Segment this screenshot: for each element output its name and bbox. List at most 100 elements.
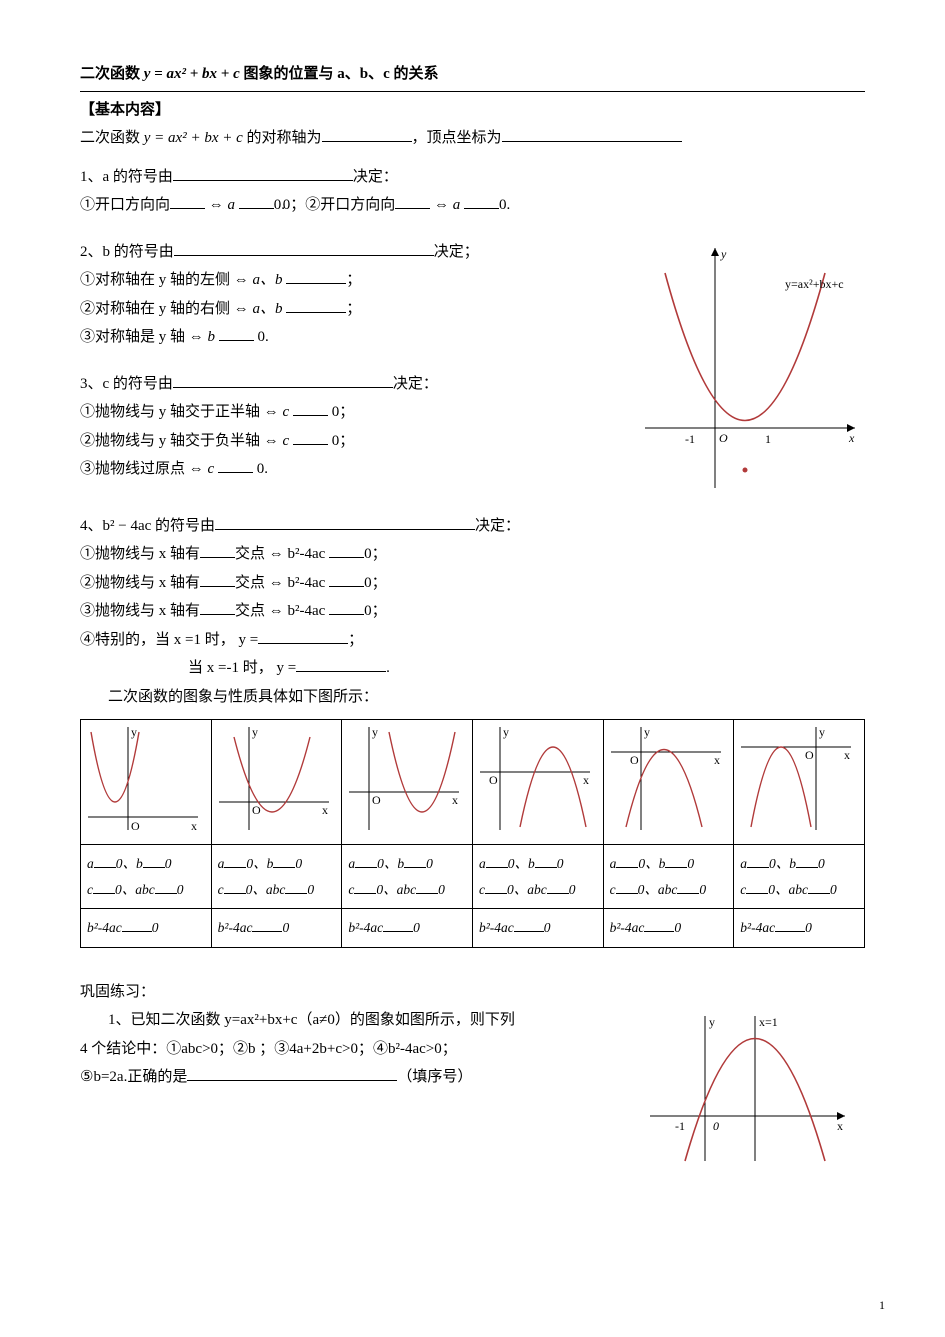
q1-a1: a [228,197,236,213]
summary-row-1: a0、b0c0、abc0 a0、b0c0、abc0 a0、b0c0、abc0 a… [81,845,865,909]
q2-tail: 决定； [434,244,479,260]
mg6-o: O [805,748,814,762]
mini-graph-5: y x O [606,722,726,837]
iff-icon-11 [265,603,288,619]
q4-4: ④特别的，当 x =1 时， y = ； [80,626,865,655]
q1-tail: 决定： [353,169,398,185]
q3-blank [173,372,393,388]
q2-1-text: ①对称轴在 y 轴的左侧 [80,272,230,288]
mini-graph-4: y x O [475,722,595,837]
graph-cell-5: y x O [603,720,734,845]
q2-3-text: ③对称轴是 y 轴 [80,329,185,345]
cell-r2-5: b²-4ac0 [603,909,734,948]
q4-2: ②抛物线与 x 轴有交点 b²-4ac 0； [80,569,865,598]
mg6-x: x [844,748,850,762]
q4-1-zero: 0； [364,546,387,562]
q2-2: ②对称轴在 y 轴的右侧a、b ； [80,295,635,324]
graph-cell-2: y x O [211,720,342,845]
q3-3-text: ③抛物线过原点 [80,461,185,477]
mg3-y: y [372,725,378,739]
q4-2-zero: 0； [364,575,387,591]
q2-3: ③对称轴是 y 轴b 0. [80,323,635,352]
q1-line1: ①开口方向向 a 0. 0；②开口方向向 a 0. [80,191,865,220]
curve-label: y=ax²+bx+c [785,277,844,291]
x-axis-label: x [848,431,855,445]
pf-zero: 0 [713,1119,719,1133]
tick-neg1: -1 [685,432,695,446]
cell-r1-4: a0、b0c0、abc0 [472,845,603,909]
q4-1-blank2 [329,542,364,558]
blank-vertex [502,126,682,142]
mg6-y: y [819,725,825,739]
mini-graph-6: y x O [736,722,856,837]
q4-2-blank1 [200,571,235,587]
q3-1: ①抛物线与 y 轴交于正半轴c 0； [80,398,635,427]
p1-line3: ⑤b=2a.正确的是（填序号） [80,1063,635,1092]
q1-a2: a [453,197,461,213]
figure-main: -1 1 O y x y=ax²+bx+c [635,238,865,498]
q4-2-text: ②抛物线与 x 轴有 [80,575,200,591]
q4-3-blank2 [329,599,364,615]
cell-r1-3: a0、b0c0、abc0 [342,845,473,909]
mg4-o: O [489,773,498,787]
q3: 3、c 的符号由决定： [80,370,635,399]
q1-blank-rel2 [464,193,499,209]
summary-row-graphs: y x O y x O y x O [81,720,865,845]
title-formula: y = ax² + bx + c [144,66,240,82]
iff-icon [205,197,228,213]
p1-c: ⑤b=2a.正确的是 [80,1069,187,1085]
q2: 2、b 的符号由 决定； [80,238,635,267]
q3-2-c: c [283,433,290,449]
doc-title: 二次函数 y = ax² + bx + c 图象的位置与 a、b、c 的关系 [80,60,865,92]
q1-1a: ①开口方向向 [80,197,170,213]
q3-3-blank [218,457,253,473]
mg2-y: y [252,725,258,739]
title-prefix: 二次函数 [80,66,144,82]
pf-neg1: -1 [675,1119,685,1133]
q4-4-semi: ； [348,632,363,648]
q4-5-text: 当 x =-1 时， y = [188,660,296,676]
iff-icon-9 [265,546,288,562]
q4-1-mid: 交点 [235,546,265,562]
q1-blank-dir2 [395,193,430,209]
blank-axis [322,126,412,142]
q4-3-disc: b²-4ac [288,603,326,619]
mg4-y: y [503,725,509,739]
summary-table: y x O y x O y x O [80,719,865,948]
q4-blank [215,514,475,530]
q1-blank-dir1 [170,193,205,209]
p1-answer-blank [187,1065,397,1081]
mg3-o: O [372,793,381,807]
practice-graph: y x x=1 -1 0 [635,1006,855,1166]
iff-icon-7 [260,433,283,449]
p1-line1: 1、已知二次函数 y=ax²+bx+c（a≠0）的图象如图所示，则下列 [80,1006,635,1035]
q2-head: 2、b 的符号由 [80,244,174,260]
title-suffix: 图象的位置与 a、b、c 的关系 [240,66,439,82]
cell-r1-5: a0、b0c0、abc0 [603,845,734,909]
q3-1-text: ①抛物线与 y 轴交于正半轴 [80,404,260,420]
q4-1-text: ①抛物线与 x 轴有 [80,546,200,562]
iff-icon-5 [185,329,208,345]
iff-icon-8 [185,461,208,477]
q4-3-zero: 0； [364,603,387,619]
q3-1-c: c [283,404,290,420]
q1-blank [173,165,353,181]
q4-4-text: ④特别的，当 x =1 时， y = [80,632,258,648]
iff-icon-6 [260,404,283,420]
mini-graph-3: y x O [344,722,464,837]
mg5-o: O [630,753,639,767]
q4-4-blank [258,628,348,644]
iff-icon-10 [265,575,288,591]
q4-3-text: ③抛物线与 x 轴有 [80,603,200,619]
y-axis-label: y [720,247,727,261]
q3-2-text: ②抛物线与 y 轴交于负半轴 [80,433,260,449]
q3-tail: 决定： [393,376,438,392]
mg5-y: y [644,725,650,739]
q2-blank [174,240,434,256]
graph-cell-1: y x O [81,720,212,845]
graph-cell-4: y x O [472,720,603,845]
q3-2-zero: 0； [332,433,355,449]
q4-5-dot: . [386,660,390,676]
q2-1-ab: a、b [253,272,283,288]
q2-2-blank [286,297,346,313]
